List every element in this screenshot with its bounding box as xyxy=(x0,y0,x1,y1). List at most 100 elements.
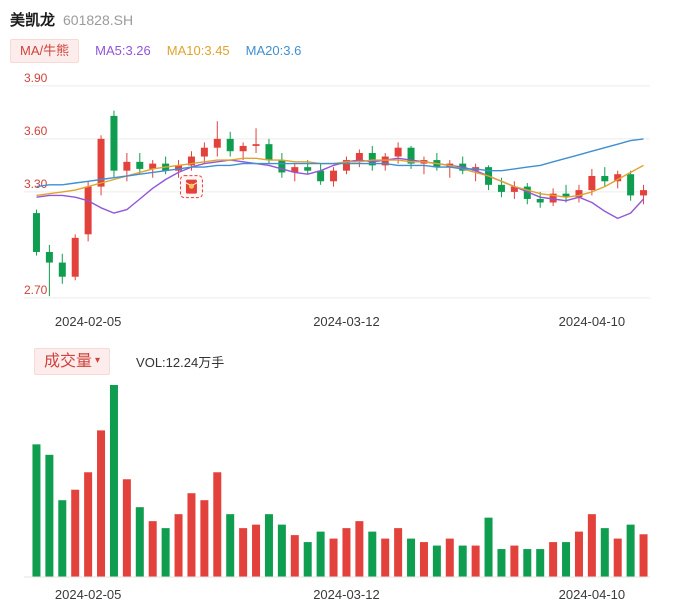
price-grid: 3.90 3.60 3.30 2.70 xyxy=(24,70,650,299)
volume-bar[interactable] xyxy=(264,513,273,577)
volume-bar[interactable] xyxy=(368,531,377,577)
volume-bar[interactable] xyxy=(536,548,545,577)
volume-bar[interactable] xyxy=(148,520,157,577)
candle[interactable] xyxy=(175,164,183,171)
volume-bar[interactable] xyxy=(458,545,467,577)
candle[interactable] xyxy=(136,161,144,169)
volume-bar[interactable] xyxy=(626,524,635,577)
volume-bar[interactable] xyxy=(84,472,93,577)
volume-bar[interactable] xyxy=(394,527,403,577)
candle[interactable] xyxy=(226,138,234,151)
volume-bar[interactable] xyxy=(71,489,80,577)
volume-chart[interactable]: 2024-02-05 2024-03-12 2024-04-10 xyxy=(0,377,686,609)
volume-bar[interactable] xyxy=(407,538,416,577)
volume-bar[interactable] xyxy=(109,384,118,577)
candle[interactable] xyxy=(239,145,247,151)
candle[interactable] xyxy=(71,237,79,277)
volume-bar[interactable] xyxy=(97,430,106,577)
volume-selector[interactable]: 成交量 ▾ xyxy=(34,347,111,375)
candle[interactable] xyxy=(304,166,312,171)
volume-bar[interactable] xyxy=(484,517,493,577)
volume-bar[interactable] xyxy=(226,513,235,577)
volume-bar[interactable] xyxy=(419,541,428,577)
candle[interactable] xyxy=(549,193,557,203)
candle[interactable] xyxy=(252,143,260,146)
volume-bar[interactable] xyxy=(58,499,67,577)
candle[interactable] xyxy=(627,173,635,196)
volume-bar[interactable] xyxy=(342,527,351,577)
candle[interactable] xyxy=(614,173,622,181)
volume-bar[interactable] xyxy=(574,531,583,577)
candle[interactable] xyxy=(32,212,40,252)
volume-bar[interactable] xyxy=(187,492,196,577)
candle[interactable] xyxy=(497,184,505,192)
candle[interactable] xyxy=(536,198,544,203)
candle[interactable] xyxy=(342,159,350,171)
volume-bar[interactable] xyxy=(316,531,325,577)
volume-bar[interactable] xyxy=(122,479,131,577)
candle[interactable] xyxy=(562,193,570,197)
volume-bar[interactable] xyxy=(639,534,648,577)
candle[interactable] xyxy=(640,189,648,196)
candle[interactable] xyxy=(394,147,402,157)
candle[interactable] xyxy=(149,163,157,169)
candle[interactable] xyxy=(355,152,363,160)
volume-bar[interactable] xyxy=(497,548,506,577)
candle[interactable] xyxy=(368,152,376,165)
candle[interactable] xyxy=(407,147,415,164)
volume-bar[interactable] xyxy=(45,454,54,577)
volume-bar[interactable] xyxy=(432,545,441,577)
price-chart[interactable]: 3.90 3.60 3.30 2.70 2024-02-05 2024-03-12 2024… xyxy=(0,65,686,341)
volume-bar[interactable] xyxy=(523,548,532,577)
red-packet-marker[interactable] xyxy=(179,174,203,198)
candle[interactable] xyxy=(523,186,531,199)
volume-bar[interactable] xyxy=(510,545,519,577)
volume-bar[interactable] xyxy=(32,444,41,577)
candle[interactable] xyxy=(45,251,53,263)
volume-bar[interactable] xyxy=(613,538,622,577)
volume-bar[interactable] xyxy=(562,541,571,577)
volume-bar[interactable] xyxy=(329,538,338,577)
volume-bar[interactable] xyxy=(135,506,144,577)
candle[interactable] xyxy=(97,138,105,187)
volume-selector-label: 成交量 xyxy=(44,352,93,370)
candle[interactable] xyxy=(601,175,609,181)
volume-bar[interactable] xyxy=(471,545,480,577)
volume-bar[interactable] xyxy=(445,538,454,577)
candle[interactable] xyxy=(510,186,518,192)
volume-bar[interactable] xyxy=(213,472,222,577)
volume-bar[interactable] xyxy=(600,527,609,577)
candle[interactable] xyxy=(123,161,131,171)
candle[interactable] xyxy=(187,156,195,165)
volume-bar[interactable] xyxy=(587,513,596,577)
volume-bar[interactable] xyxy=(277,524,286,577)
volume-bar[interactable] xyxy=(239,527,248,577)
candle[interactable] xyxy=(84,186,92,234)
volume-bars[interactable] xyxy=(32,384,648,577)
candle[interactable] xyxy=(575,189,583,197)
candle[interactable] xyxy=(200,147,208,157)
volume-bar[interactable] xyxy=(355,520,364,577)
volume-value: VOL:12.24万手 xyxy=(136,354,225,370)
candle[interactable] xyxy=(317,170,325,181)
indicator-selector[interactable]: MA/牛熊 xyxy=(10,39,80,63)
candle[interactable] xyxy=(330,170,338,181)
volume-bar[interactable] xyxy=(252,524,261,577)
volume-bar[interactable] xyxy=(290,534,299,577)
volume-bar[interactable] xyxy=(381,538,390,577)
candle[interactable] xyxy=(588,175,596,190)
candle[interactable] xyxy=(110,115,118,171)
candle[interactable] xyxy=(213,138,221,148)
candle[interactable] xyxy=(291,166,299,173)
header: 美凯龙 601828.SH xyxy=(0,0,686,30)
candle[interactable] xyxy=(265,143,273,160)
volume-bar[interactable] xyxy=(161,527,170,577)
volume-bar[interactable] xyxy=(200,499,209,577)
volume-bar[interactable] xyxy=(549,541,558,577)
candle[interactable] xyxy=(381,156,389,165)
volume-bar[interactable] xyxy=(174,513,183,577)
candle[interactable] xyxy=(278,159,286,173)
volume-bar[interactable] xyxy=(303,541,312,577)
candle[interactable] xyxy=(58,262,66,277)
